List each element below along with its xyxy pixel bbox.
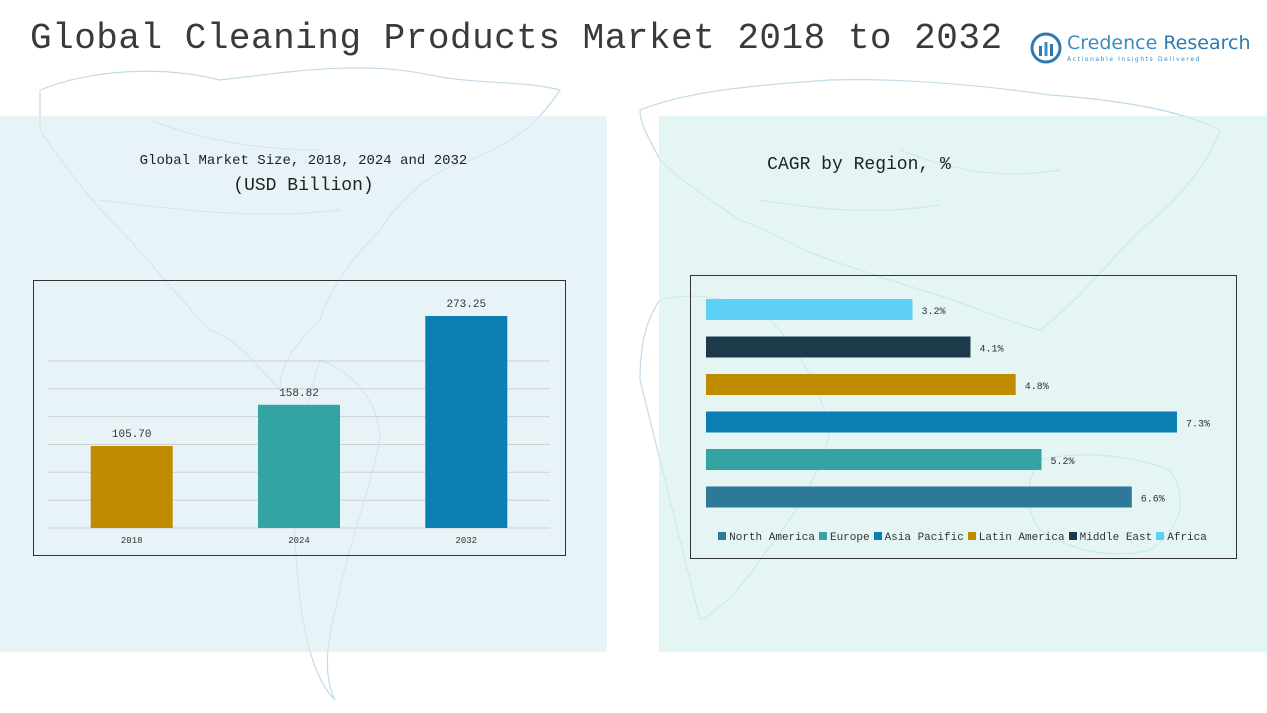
bar-value-label: 7.3% — [1186, 420, 1210, 431]
bar-value-label: 3.2% — [922, 307, 946, 318]
market-size-title: Global Market Size, 2018, 2024 and 2032 — [139, 153, 468, 169]
bar-value-label: 4.8% — [1025, 382, 1049, 393]
x-tick-label: 2018 — [121, 536, 143, 546]
legend-item: Latin America — [967, 532, 1065, 544]
brand-logo[interactable]: Credence Research Actionable Insights De… — [1030, 30, 1250, 70]
bar-2018 — [90, 446, 173, 528]
cagr-horizontal-bar-chart: 3.2% 4.1% 4.8% 7.3% 5.2% 6.6% — [706, 299, 1210, 508]
legend-label: Europe — [829, 532, 870, 544]
bar-2024 — [258, 404, 340, 528]
bar-value-label: 4.1% — [980, 345, 1004, 356]
market-size-chart-frame: 105.70 2018 158.82 2024 273.25 2032 — [33, 280, 566, 556]
bar-north-america — [706, 486, 1132, 508]
legend-label: Asia Pacific — [884, 532, 964, 544]
bar-latin-america — [706, 374, 1016, 395]
market-size-unit: (USD Billion) — [233, 176, 374, 196]
legend-label: Latin America — [978, 532, 1065, 544]
legend-swatch — [818, 532, 827, 540]
legend-item: North America — [718, 532, 815, 544]
legend-item: Asia Pacific — [873, 532, 964, 544]
brand-name-part2: Research — [1163, 32, 1251, 54]
bar-value-label: 5.2% — [1051, 457, 1075, 468]
brand-tagline: Actionable Insights Delivered — [1067, 56, 1202, 63]
legend-item: Middle East — [1068, 532, 1153, 544]
legend-label: Africa — [1167, 532, 1207, 544]
bar-2032 — [425, 316, 508, 528]
bar-value-label: 158.82 — [279, 388, 319, 400]
legend-label: North America — [729, 532, 815, 544]
bar-europe — [706, 449, 1042, 470]
legend-swatch — [1068, 532, 1077, 540]
brand-name-part1: Credence — [1067, 32, 1158, 54]
bar-asia-pacific — [706, 411, 1177, 433]
market-size-bar-chart: 105.70 2018 158.82 2024 273.25 2032 — [48, 299, 550, 546]
brand-name: Credence Research — [1067, 32, 1250, 54]
credence-logo-icon — [1030, 32, 1062, 64]
bar-value-label: 273.25 — [446, 299, 486, 311]
x-tick-label: 2032 — [455, 536, 477, 546]
cagr-legend: North America Europe Asia Pacific Latin Ame… — [690, 532, 1235, 544]
cagr-title: CAGR by Region, % — [767, 155, 951, 175]
legend-swatch — [1156, 532, 1165, 540]
legend-swatch — [873, 532, 882, 540]
legend-item: Europe — [818, 532, 870, 544]
legend-item: Africa — [1156, 532, 1207, 544]
cagr-chart-frame: 3.2% 4.1% 4.8% 7.3% 5.2% 6.6% — [690, 275, 1237, 559]
bar-value-label: 105.70 — [112, 429, 152, 441]
legend-swatch — [718, 532, 727, 540]
bar-middle-east — [706, 336, 971, 358]
page-title: Global Cleaning Products Market 2018 to … — [30, 18, 1003, 59]
legend-label: Middle East — [1079, 532, 1153, 544]
x-tick-label: 2024 — [288, 536, 310, 546]
bar-value-label: 6.6% — [1141, 495, 1165, 506]
legend-swatch — [967, 532, 976, 540]
bar-africa — [706, 299, 913, 320]
